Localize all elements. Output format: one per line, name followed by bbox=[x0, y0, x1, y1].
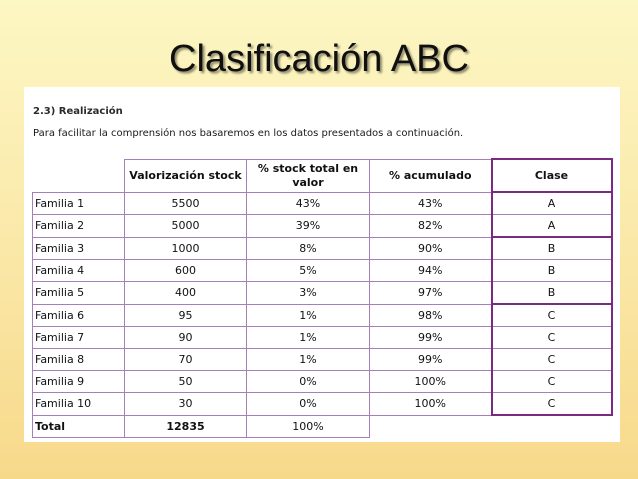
clase-cell: A bbox=[490, 214, 613, 238]
acum-cell: 100% bbox=[369, 392, 492, 416]
clase-cell: C bbox=[490, 303, 613, 327]
valor-cell: 95 bbox=[124, 303, 247, 327]
slide-title: Clasificación ABC bbox=[169, 38, 469, 80]
familia-cell: Familia 4 bbox=[32, 259, 125, 282]
clase-cell: B bbox=[490, 281, 613, 305]
acum-cell: 82% bbox=[369, 214, 492, 238]
pct-cell: 3% bbox=[246, 281, 370, 305]
header-pct-stock: % stock total en valor bbox=[246, 158, 370, 193]
pct-cell: 5% bbox=[246, 259, 370, 282]
acum-cell: 100% bbox=[369, 370, 492, 393]
pct-cell: 1% bbox=[246, 303, 370, 327]
content-panel: 2.3) Realización Para facilitar la compr… bbox=[24, 87, 620, 442]
valor-cell: 50 bbox=[124, 370, 247, 393]
header-clase: Clase bbox=[490, 158, 613, 193]
pct-cell: 1% bbox=[246, 348, 370, 371]
pct-cell: 0% bbox=[246, 392, 370, 416]
clase-cell: B bbox=[490, 259, 613, 282]
section-heading: 2.3) Realización bbox=[33, 106, 123, 117]
acum-cell: 94% bbox=[369, 259, 492, 282]
abc-classification-table: Valorización stock % stock total en valo… bbox=[32, 158, 613, 438]
total-pct: 100% bbox=[246, 414, 370, 438]
valor-cell: 400 bbox=[124, 281, 247, 305]
clase-cell: C bbox=[490, 392, 613, 416]
table-header-row: Valorización stock % stock total en valo… bbox=[32, 158, 613, 193]
acum-cell: 90% bbox=[369, 236, 492, 260]
total-row: Total 12835 100% bbox=[32, 414, 612, 438]
familia-cell: Familia 9 bbox=[32, 370, 125, 393]
pct-cell: 43% bbox=[246, 191, 370, 215]
clase-cell: C bbox=[490, 348, 613, 371]
table-row: Familia 7 90 1% 99% C bbox=[32, 326, 613, 349]
clase-cell: B bbox=[490, 236, 613, 260]
familia-cell: Familia 1 bbox=[32, 191, 125, 215]
acum-cell: 43% bbox=[369, 191, 492, 215]
clase-cell: C bbox=[490, 370, 613, 393]
table-row: Familia 4 600 5% 94% B bbox=[32, 259, 613, 282]
familia-cell: Familia 7 bbox=[32, 326, 125, 349]
table-row: Familia 10 30 0% 100% C bbox=[32, 392, 613, 416]
acum-cell: 98% bbox=[369, 303, 492, 327]
pct-cell: 0% bbox=[246, 370, 370, 393]
valor-cell: 70 bbox=[124, 348, 247, 371]
valor-cell: 90 bbox=[124, 326, 247, 349]
acum-cell: 99% bbox=[369, 348, 492, 371]
valor-cell: 5500 bbox=[124, 191, 247, 215]
table-row: Familia 1 5500 43% 43% A bbox=[32, 191, 613, 215]
familia-cell: Familia 2 bbox=[32, 214, 125, 238]
header-valorizacion: Valorización stock bbox=[124, 158, 247, 193]
total-empty-cell bbox=[492, 415, 612, 437]
intro-text: Para facilitar la comprensión nos basare… bbox=[33, 128, 464, 139]
pct-cell: 1% bbox=[246, 326, 370, 349]
table-row: Familia 8 70 1% 99% C bbox=[32, 348, 613, 371]
clase-cell: C bbox=[490, 326, 613, 349]
total-label: Total bbox=[32, 414, 125, 438]
clase-cell: A bbox=[490, 191, 613, 215]
valor-cell: 1000 bbox=[124, 236, 247, 260]
header-blank-cell bbox=[32, 159, 125, 193]
valor-cell: 5000 bbox=[124, 214, 247, 238]
familia-cell: Familia 6 bbox=[32, 303, 125, 327]
familia-cell: Familia 3 bbox=[32, 236, 125, 260]
familia-cell: Familia 10 bbox=[32, 392, 125, 416]
acum-cell: 97% bbox=[369, 281, 492, 305]
table-row: Familia 6 95 1% 98% C bbox=[32, 303, 613, 327]
table-row: Familia 3 1000 8% 90% B bbox=[32, 236, 613, 260]
acum-cell: 99% bbox=[369, 326, 492, 349]
header-acumulado: % acumulado bbox=[369, 158, 492, 193]
total-valor: 12835 bbox=[124, 414, 247, 438]
familia-cell: Familia 5 bbox=[32, 281, 125, 305]
pct-cell: 39% bbox=[246, 214, 370, 238]
familia-cell: Familia 8 bbox=[32, 348, 125, 371]
table-row: Familia 5 400 3% 97% B bbox=[32, 281, 613, 305]
table-row: Familia 2 5000 39% 82% A bbox=[32, 214, 613, 238]
valor-cell: 30 bbox=[124, 392, 247, 416]
table-row: Familia 9 50 0% 100% C bbox=[32, 370, 613, 393]
total-empty-cell bbox=[370, 415, 492, 437]
valor-cell: 600 bbox=[124, 259, 247, 282]
pct-cell: 8% bbox=[246, 236, 370, 260]
